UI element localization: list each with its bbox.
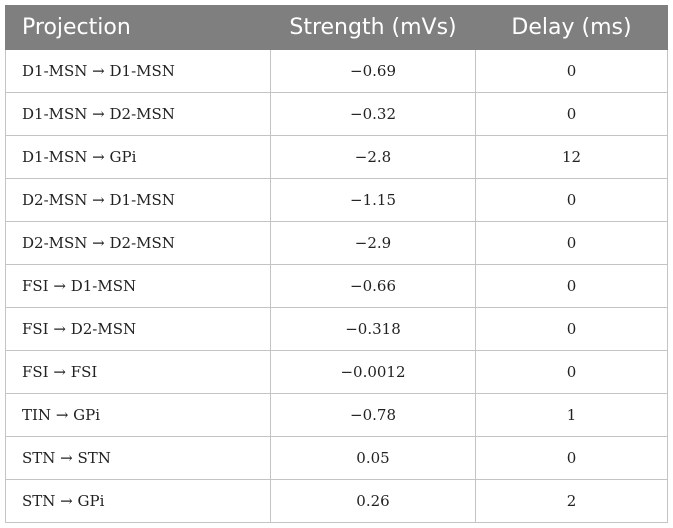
table-row: STN → STN 0.05 0 [5,436,668,480]
cell-delay: 0 [475,92,668,136]
table-row: D2-MSN → D1-MSN −1.15 0 [5,178,668,222]
cell-delay: 0 [475,264,668,308]
cell-strength: −0.318 [270,307,476,351]
cell-projection: STN → STN [5,436,271,480]
cell-delay: 0 [475,221,668,265]
table-row: D2-MSN → D2-MSN −2.9 0 [5,221,668,265]
cell-projection: FSI → FSI [5,350,271,394]
table-row: FSI → FSI −0.0012 0 [5,350,668,394]
projection-table: Projection Strength (mVs) Delay (ms) D1-… [5,5,668,523]
cell-strength: −2.8 [270,135,476,179]
cell-delay: 0 [475,307,668,351]
table-header: Projection Strength (mVs) Delay (ms) [5,5,668,50]
cell-projection: D1-MSN → GPi [5,135,271,179]
header-row: Projection Strength (mVs) Delay (ms) [5,5,668,50]
cell-strength: −0.78 [270,393,476,437]
table-row: D1-MSN → GPi −2.8 12 [5,135,668,179]
cell-projection: D2-MSN → D1-MSN [5,178,271,222]
cell-projection: FSI → D2-MSN [5,307,271,351]
cell-projection: STN → GPi [5,479,271,523]
header-delay: Delay (ms) [475,5,668,50]
header-projection: Projection [5,5,271,50]
cell-projection: D2-MSN → D2-MSN [5,221,271,265]
table-row: D1-MSN → D2-MSN −0.32 0 [5,92,668,136]
cell-delay: 0 [475,178,668,222]
cell-delay: 0 [475,350,668,394]
cell-delay: 12 [475,135,668,179]
cell-delay: 1 [475,393,668,437]
cell-strength: −0.32 [270,92,476,136]
table-row: FSI → D1-MSN −0.66 0 [5,264,668,308]
cell-strength: 0.26 [270,479,476,523]
cell-strength: −1.15 [270,178,476,222]
cell-projection: D1-MSN → D2-MSN [5,92,271,136]
cell-strength: −0.66 [270,264,476,308]
table-row: FSI → D2-MSN −0.318 0 [5,307,668,351]
cell-projection: D1-MSN → D1-MSN [5,49,271,93]
cell-delay: 0 [475,49,668,93]
cell-delay: 2 [475,479,668,523]
cell-projection: FSI → D1-MSN [5,264,271,308]
table-row: TIN → GPi −0.78 1 [5,393,668,437]
table-row: D1-MSN → D1-MSN −0.69 0 [5,49,668,93]
cell-delay: 0 [475,436,668,480]
table-row: STN → GPi 0.26 2 [5,479,668,523]
cell-strength: −2.9 [270,221,476,265]
cell-projection: TIN → GPi [5,393,271,437]
cell-strength: 0.05 [270,436,476,480]
table-body: D1-MSN → D1-MSN −0.69 0 D1-MSN → D2-MSN … [5,49,668,523]
header-strength: Strength (mVs) [270,5,476,50]
cell-strength: −0.69 [270,49,476,93]
cell-strength: −0.0012 [270,350,476,394]
